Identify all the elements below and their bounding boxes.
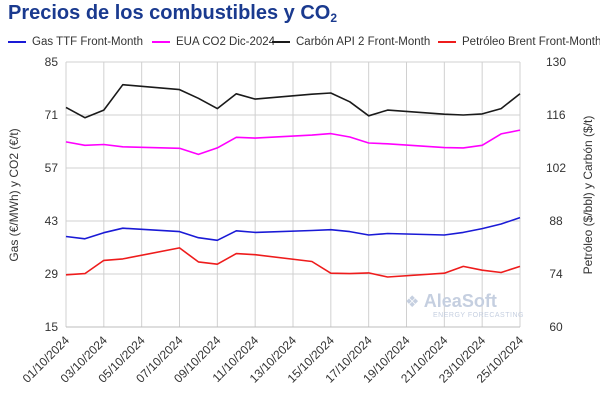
legend-label-coal: Carbón API 2 Front-Month xyxy=(296,36,431,48)
y-left-tick-label: 71 xyxy=(45,108,59,122)
series-line-gas xyxy=(65,216,521,242)
series-line-coal xyxy=(65,83,521,119)
legend-item-co2: EUA CO2 Dic-2024 xyxy=(152,36,275,48)
y-left-tick-label: 15 xyxy=(45,320,59,334)
legend-label-co2: EUA CO2 Dic-2024 xyxy=(176,36,276,48)
y-left-tick-label: 57 xyxy=(45,161,59,175)
legend-label-gas: Gas TTF Front-Month xyxy=(32,36,143,48)
chart-legend: Gas TTF Front-Month EUA CO2 Dic-2024 Car… xyxy=(0,36,600,54)
y-right-tick-label: 60 xyxy=(549,320,563,334)
chart-title: Precios de los combustibles y CO2 xyxy=(8,2,337,25)
grid xyxy=(65,61,521,328)
legend-label-brent: Petróleo Brent Front-Month xyxy=(462,36,600,48)
y-right-tick-label: 88 xyxy=(549,214,563,228)
y-left-tick-label: 29 xyxy=(45,267,59,281)
legend-item-gas: Gas TTF Front-Month xyxy=(8,36,143,48)
legend-swatch-gas xyxy=(8,41,26,43)
y-axis-right-label: Petróleo ($/bbl) y Carbón ($/t) xyxy=(581,116,595,275)
chart-title-subscript: 2 xyxy=(330,11,338,25)
chart-title-text: Precios de los combustibles y CO xyxy=(8,2,331,24)
legend-swatch-brent xyxy=(438,41,456,43)
y-right-tick-label: 102 xyxy=(546,161,566,175)
y-left-tick-label: 85 xyxy=(45,55,59,69)
legend-item-brent: Petróleo Brent Front-Month xyxy=(438,36,600,48)
aleasoft-watermark: ❖ AleaSoft ENERGY FORECASTING xyxy=(405,292,524,319)
series-lines xyxy=(65,83,521,278)
series-line-co2 xyxy=(65,129,521,156)
y-left-tick-label: 43 xyxy=(45,214,59,228)
watermark-logo-icon: ❖ xyxy=(405,294,424,311)
watermark-brand: AleaSoft xyxy=(423,291,497,311)
y-right-tick-label: 116 xyxy=(546,108,565,122)
series-line-brent xyxy=(65,247,521,278)
watermark-tagline: ENERGY FORECASTING xyxy=(433,312,524,319)
legend-swatch-co2 xyxy=(152,41,170,43)
y-axis-left-label: Gas (€/MWh) y CO2 (€/t) xyxy=(7,128,21,261)
legend-item-coal: Carbón API 2 Front-Month xyxy=(272,36,430,48)
y-right-tick-label: 74 xyxy=(549,267,563,281)
y-right-tick-label: 130 xyxy=(546,55,566,69)
legend-swatch-coal xyxy=(272,41,290,43)
